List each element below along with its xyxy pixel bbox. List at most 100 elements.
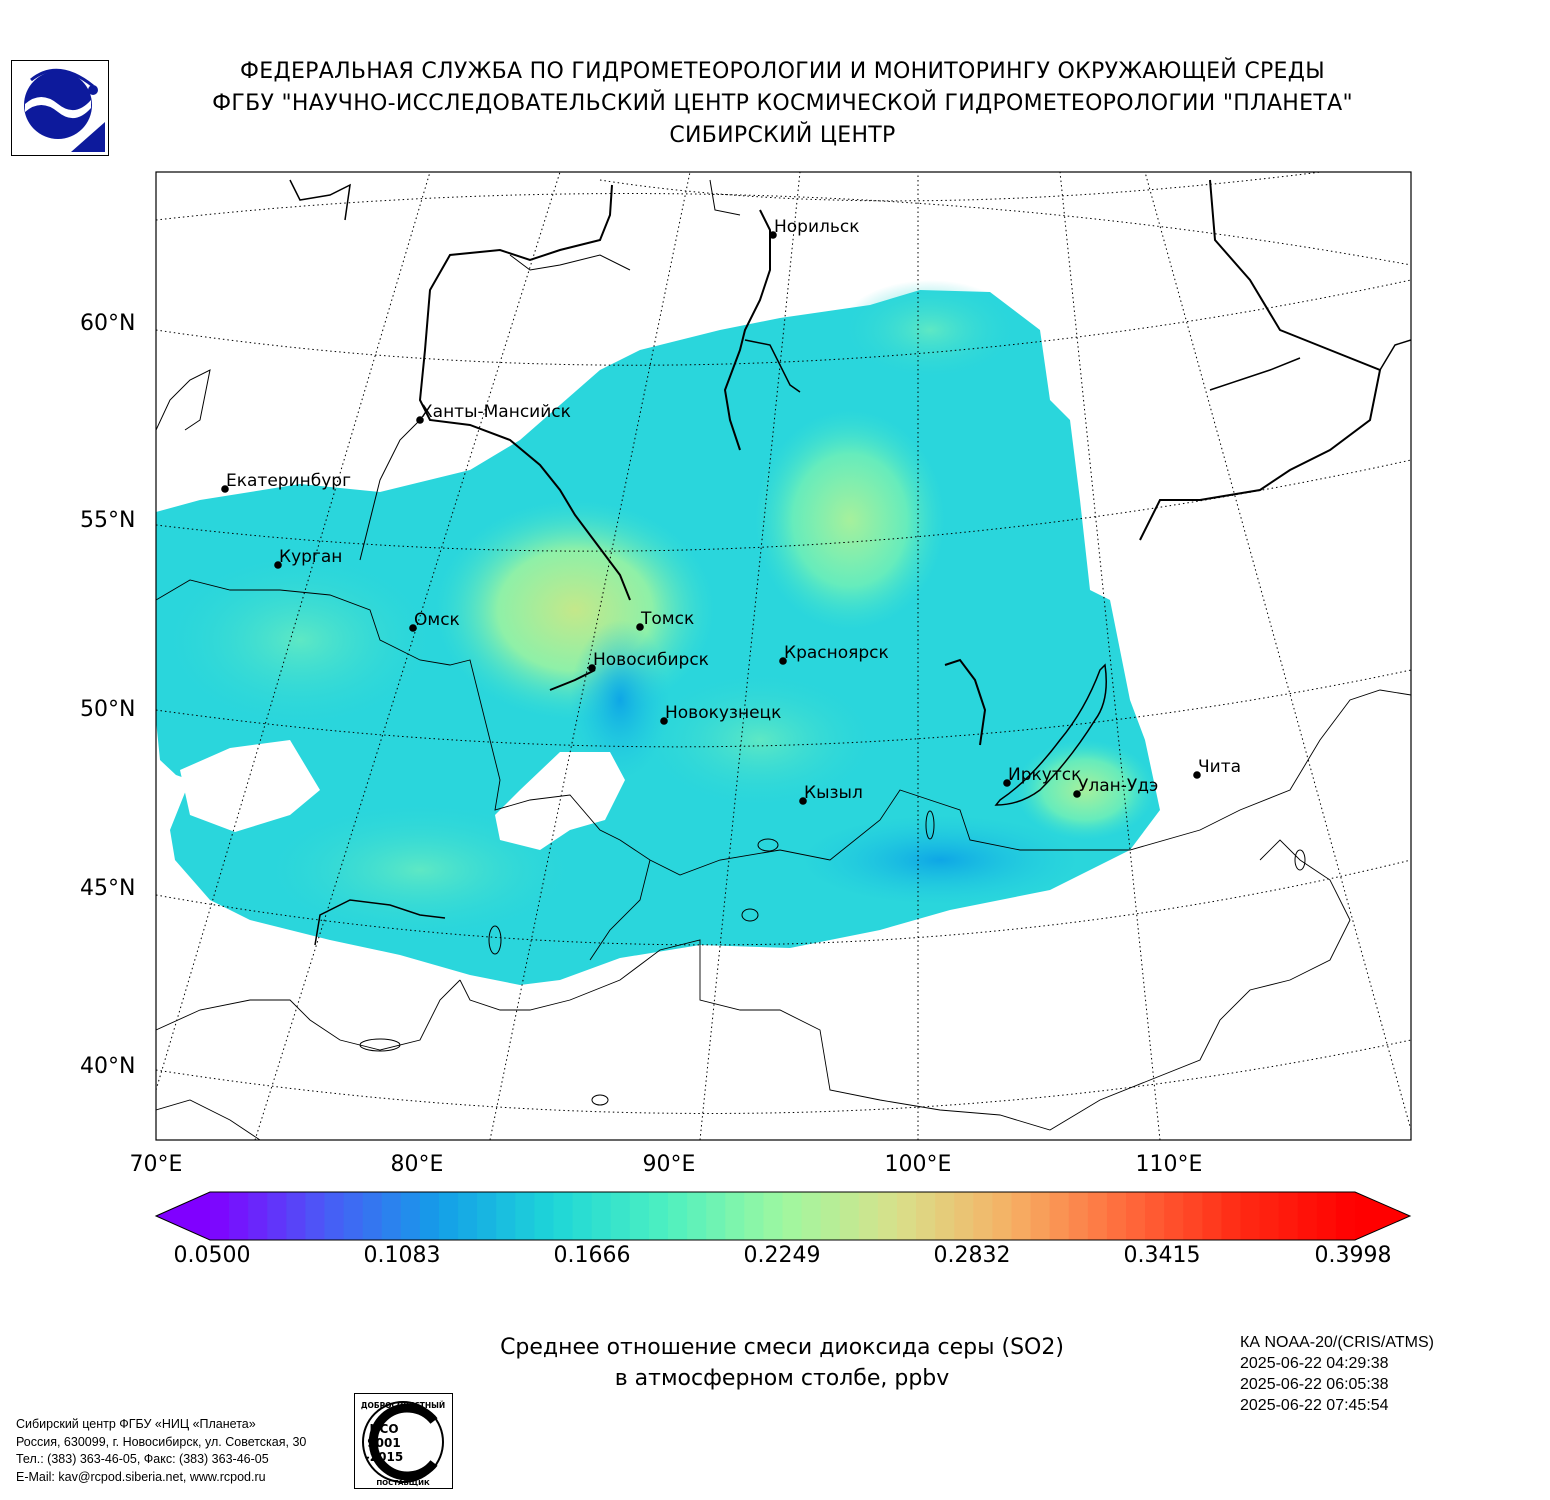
colorbar-cell (458, 1192, 478, 1240)
lon-label-90: 90°E (642, 1152, 696, 1177)
colorbar-cell (610, 1192, 631, 1240)
header-line-1: ФЕДЕРАЛЬНАЯ СЛУЖБА ПО ГИДРОМЕТЕОРОЛОГИИ … (240, 59, 1325, 84)
city-label: Томск (640, 609, 694, 629)
colorbar-cell (477, 1192, 497, 1240)
iso-top-text: ДОБРОСОВЕСТНЫЙ (361, 1401, 445, 1410)
colorbar-cell (1240, 1192, 1261, 1240)
city-marker (636, 623, 644, 631)
pass-time-3: 2025-06-22 07:45:54 (1240, 1397, 1389, 1414)
colorbar-cell (553, 1192, 574, 1240)
colorbar-cell (1164, 1192, 1184, 1240)
colorbar-tick-3: 0.2249 (743, 1243, 821, 1268)
lat-label-40: 40°N (80, 1054, 136, 1079)
iso-code-2: 9001 (367, 1436, 400, 1450)
colorbar-cell (1202, 1192, 1223, 1240)
colorbar-cell (935, 1192, 955, 1240)
colorbar-extend-max (1355, 1192, 1410, 1240)
contact-line-3: Тел.: (383) 363-46-05, Факс: (383) 363-4… (16, 1452, 269, 1466)
city-marker (221, 485, 229, 493)
colorbar-cell (648, 1192, 669, 1240)
city-marker (799, 797, 807, 805)
colorbar-cell (362, 1192, 383, 1240)
iso-bottom-text: ПОСТАВЩИК (376, 1479, 430, 1487)
colorbar-tick-6: 0.3998 (1314, 1243, 1392, 1268)
colorbar-cell (1335, 1192, 1356, 1240)
colorbar-cell (267, 1192, 287, 1240)
colorbar-cell (1278, 1192, 1299, 1240)
iso-code-1: ИСО (369, 1422, 398, 1436)
city-label: Кызыл (804, 783, 863, 803)
colorbar-cell (1126, 1192, 1146, 1240)
pass-time-1: 2025-06-22 04:29:38 (1240, 1355, 1389, 1372)
header-line-2: ФГБУ "НАУЧНО-ИССЛЕДОВАТЕЛЬСКИЙ ЦЕНТР КОС… (212, 91, 1353, 116)
lat-label-50: 50°N (80, 697, 136, 722)
lat-label-45: 45°N (80, 876, 136, 901)
colorbar-cell (496, 1192, 516, 1240)
colorbar-cell (916, 1192, 936, 1240)
colorbar-cell (534, 1192, 555, 1240)
colorbar-cell (1183, 1192, 1203, 1240)
colorbar-cell (877, 1192, 898, 1240)
colorbar-cell (229, 1192, 249, 1240)
city-label: Улан-Удэ (1078, 776, 1158, 796)
colorbar-cell (1297, 1192, 1318, 1240)
colorbar-cell (992, 1192, 1013, 1240)
city-marker (660, 717, 668, 725)
lon-label-80: 80°E (390, 1152, 444, 1177)
colorbar-tick-2: 0.1666 (553, 1243, 631, 1268)
colorbar-cell (1049, 1192, 1070, 1240)
colorbar-cell (801, 1192, 822, 1240)
colorbar-cell (744, 1192, 765, 1240)
colorbar-cell (286, 1192, 307, 1240)
lat-label-55: 55°N (80, 508, 136, 533)
iso-code-3: -2015 (365, 1450, 403, 1464)
colorbar-cell (591, 1192, 612, 1240)
lon-label-100: 100°E (884, 1152, 952, 1177)
satellite-name: КА NOAA-20/(CRIS/ATMS) (1240, 1334, 1434, 1351)
city-label: Новосибирск (593, 650, 709, 670)
colorbar-cell (858, 1192, 879, 1240)
colorbar-cell (820, 1192, 841, 1240)
colorbar-cell (439, 1192, 459, 1240)
colorbar-tick-5: 0.3415 (1123, 1243, 1201, 1268)
colorbar-cell (839, 1192, 860, 1240)
city-label: Иркутск (1008, 765, 1081, 785)
pass-time-2: 2025-06-22 06:05:38 (1240, 1376, 1389, 1393)
colorbar-cell (629, 1192, 650, 1240)
colorbar-cell (515, 1192, 536, 1240)
colorbar-tick-1: 0.1083 (363, 1243, 441, 1268)
contact-line-2: Россия, 630099, г. Новосибирск, ул. Сове… (16, 1434, 307, 1449)
header-line-3: СИБИРСКИЙ ЦЕНТР (669, 123, 896, 148)
city-label: Красноярск (784, 643, 889, 663)
lon-label-70: 70°E (129, 1152, 183, 1177)
colorbar-cell (725, 1192, 745, 1240)
city-marker (409, 624, 417, 632)
city-marker (416, 416, 424, 424)
colorbar-cell (1087, 1192, 1108, 1240)
lon-label-110: 110°E (1135, 1152, 1203, 1177)
contact-line-1: Сибирский центр ФГБУ «НИЦ «Планета» (16, 1417, 256, 1431)
city-label: Екатеринбург (226, 471, 351, 491)
city-marker (274, 561, 282, 569)
colorbar-cell (1145, 1192, 1165, 1240)
colorbar-cell (782, 1192, 803, 1240)
colorbar-cell (973, 1192, 994, 1240)
colorbar-cell (210, 1192, 230, 1240)
colorbar-cell (1068, 1192, 1089, 1240)
colorbar-cell (1316, 1192, 1337, 1240)
colorbar-cell (954, 1192, 974, 1240)
contact-info: Сибирский центр ФГБУ «НИЦ «Планета» Росс… (16, 1416, 306, 1486)
city-marker (769, 231, 777, 239)
colorbar-cell (668, 1192, 688, 1240)
product-title: Среднее отношение смеси диоксида серы (S… (382, 1332, 1182, 1394)
colorbar-cell (400, 1192, 421, 1240)
colorbar-cell (1259, 1192, 1280, 1240)
colorbar-tick-0: 0.0500 (173, 1243, 251, 1268)
colorbar-cell (324, 1192, 345, 1240)
product-title-line-2: в атмосферном столбе, ppbv (614, 1366, 950, 1391)
city-marker (1003, 779, 1011, 787)
so2-map: Норильск Ханты-Мансийск Екатеринбург Курган… (155, 171, 1412, 1141)
colorbar-cell (381, 1192, 402, 1240)
city-marker (1073, 790, 1081, 798)
colorbar-cell (1011, 1192, 1032, 1240)
